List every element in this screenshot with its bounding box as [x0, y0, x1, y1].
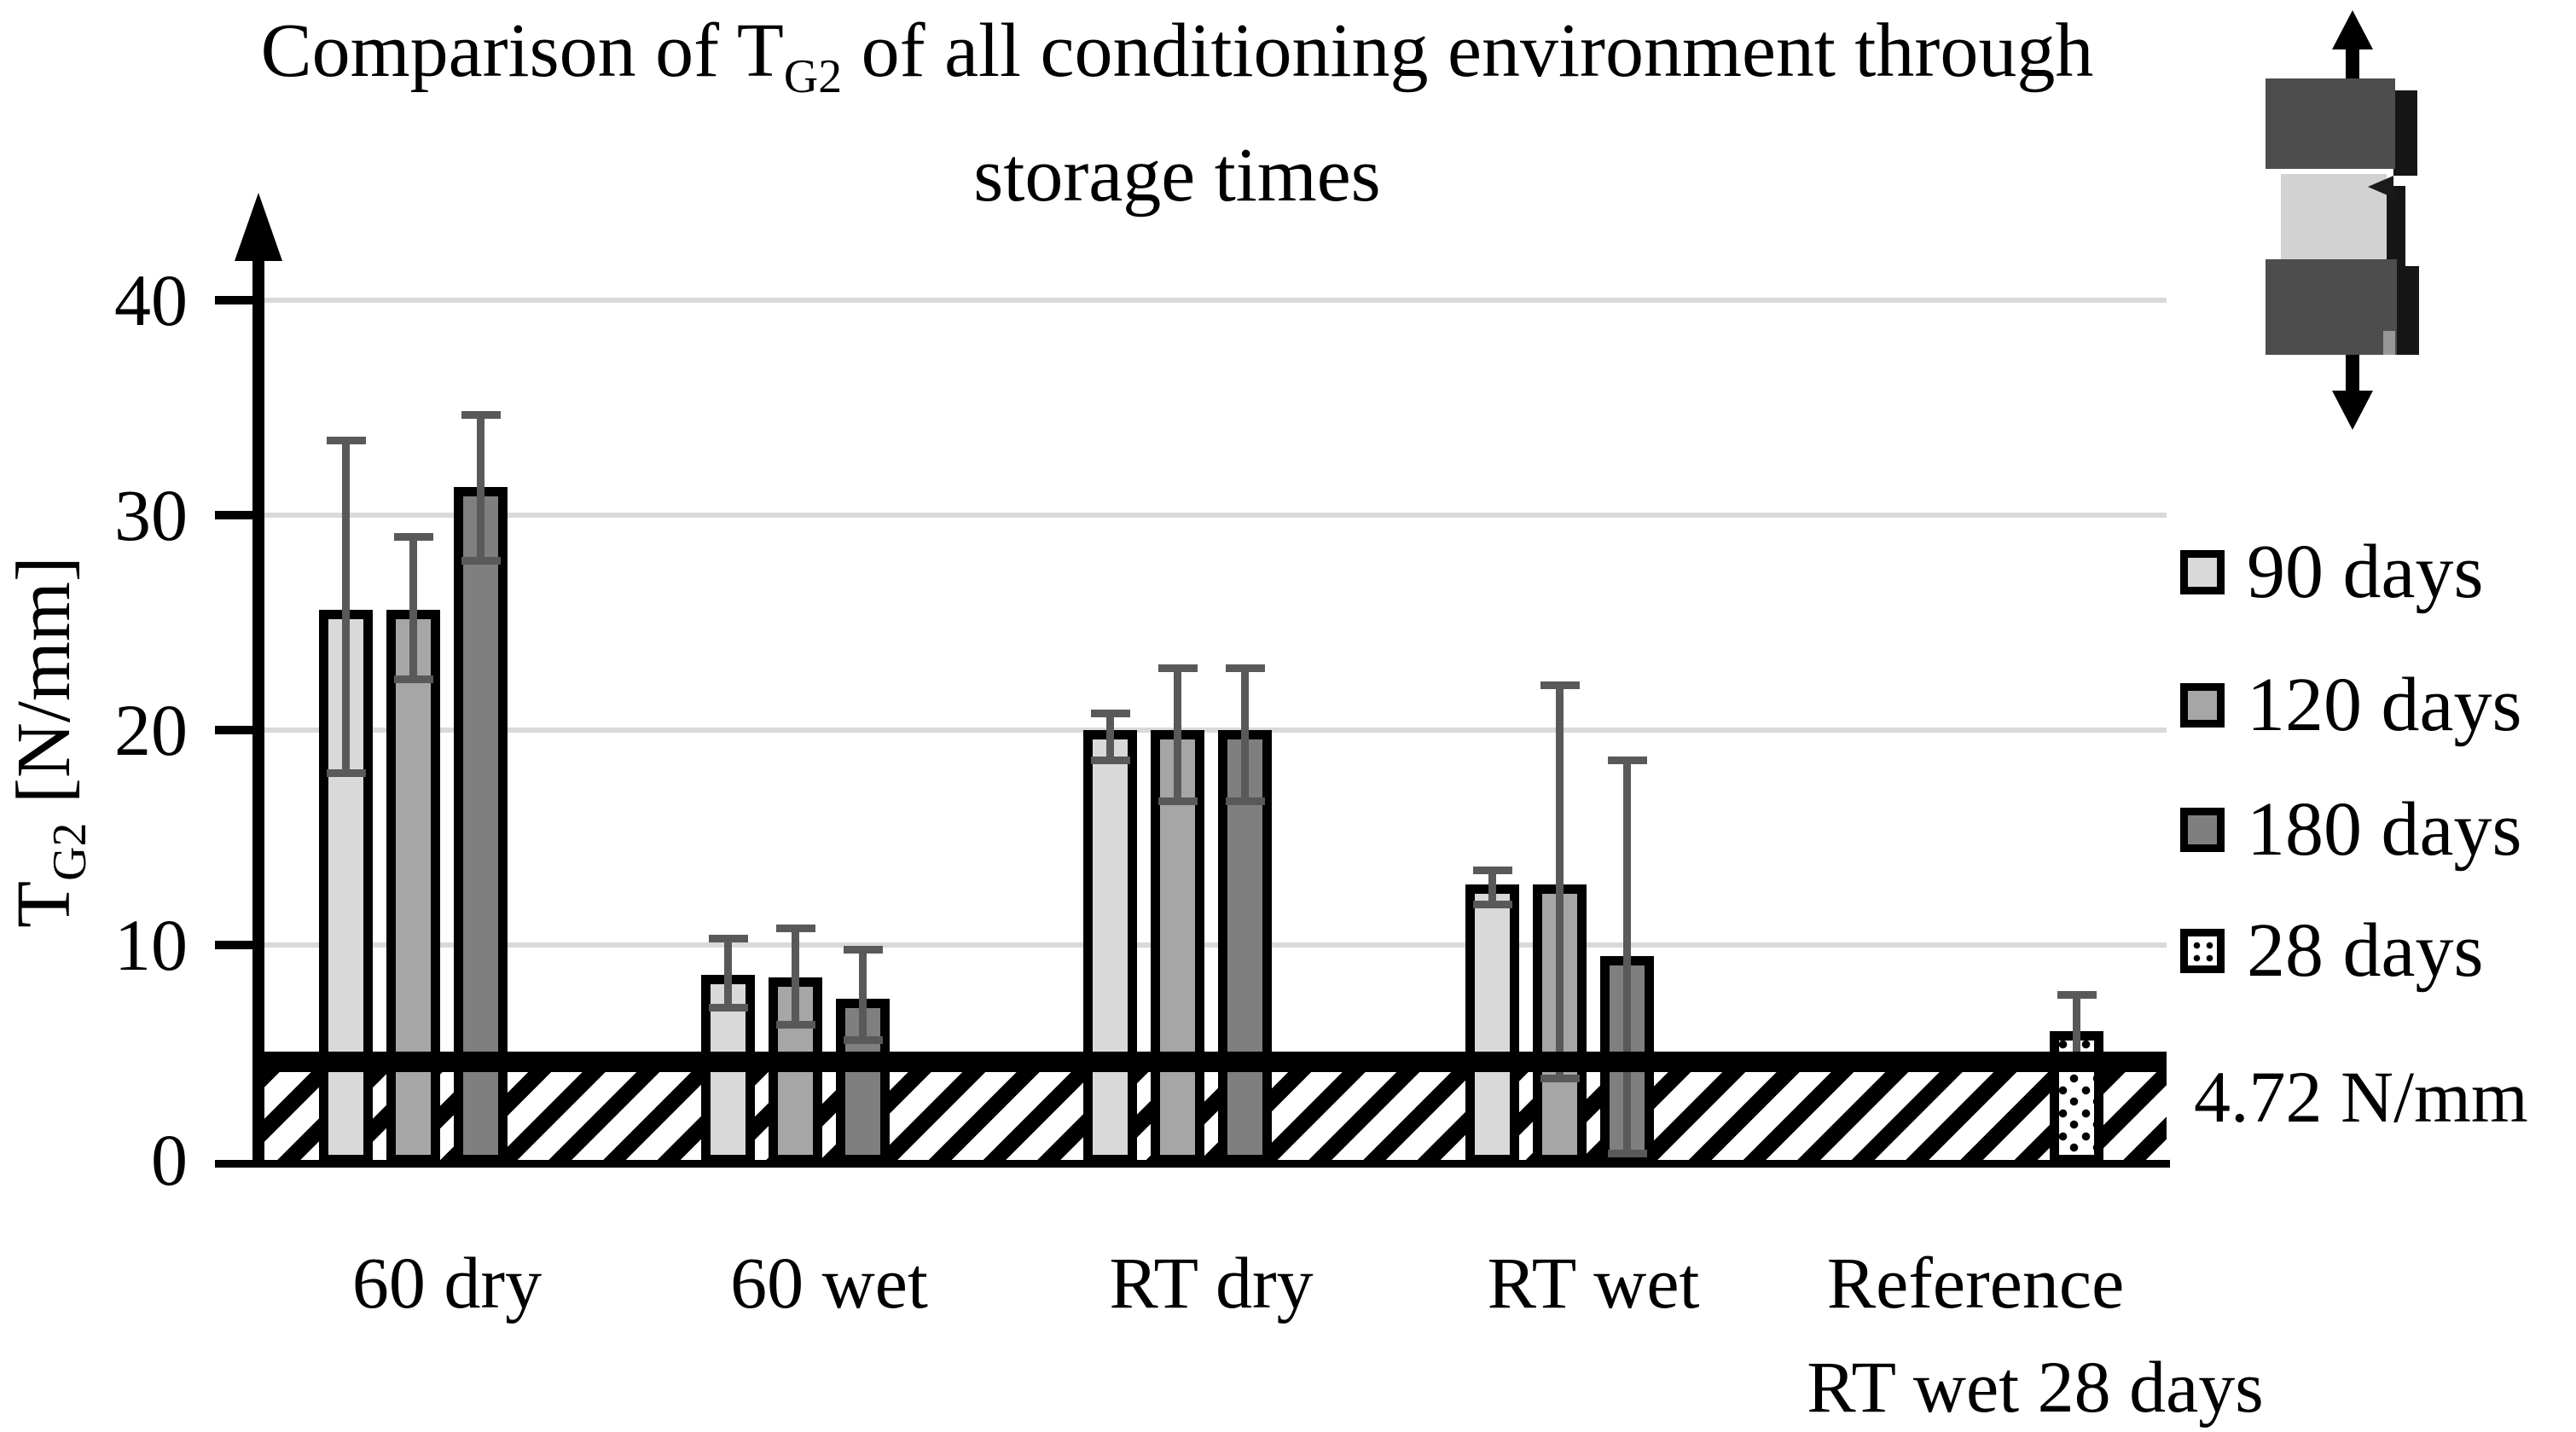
error-bar-line — [724, 938, 732, 1008]
error-bar-line — [1174, 667, 1181, 802]
error-bar-cap-bottom — [708, 1004, 748, 1012]
legend-label: 180 days — [2247, 787, 2522, 872]
specimen-top-grip-side — [2393, 90, 2417, 176]
x-axis-label-60-dry: 60 dry — [351, 1242, 542, 1324]
error-bar-cap-top — [708, 935, 748, 943]
specimen-bottom-grip — [2266, 259, 2397, 355]
error-bar-cap-top — [843, 946, 883, 954]
y-tick-label-40: 40 — [114, 259, 188, 341]
gridline-30 — [264, 513, 2167, 518]
gridline-20 — [264, 728, 2167, 733]
error-bar-cap-top — [1090, 709, 1130, 717]
specimen-top-grip — [2266, 78, 2395, 169]
error-bar-cap-top — [1225, 664, 1265, 672]
specimen-down-arrow-icon — [2332, 391, 2373, 430]
x-axis-label-line2: RT wet 28 days — [1807, 1346, 2264, 1428]
chart-title-line1: Comparison of TG2 of all conditioning en… — [260, 9, 2094, 103]
x-axis-label-RT-wet: RT wet — [1487, 1242, 1700, 1324]
specimen-bottom-grip-side — [2395, 266, 2419, 355]
legend-label: 90 days — [2247, 530, 2484, 614]
y-tick-30 — [215, 511, 264, 519]
x-axis-label-Reference: Reference — [1826, 1242, 2125, 1324]
error-bar-line — [1488, 869, 1496, 905]
y-tick-40 — [215, 296, 264, 304]
specimen-down-arrow-shaft — [2346, 355, 2359, 391]
specimen-up-arrow-shaft — [2346, 46, 2359, 85]
error-bar-cap-top — [1472, 866, 1512, 874]
error-bar-cap-bottom — [1607, 1150, 1647, 1158]
bar-90-days-RT-wet — [1465, 884, 1519, 1164]
gridline-40 — [264, 298, 2167, 303]
legend-item-180-days: 180 days — [2180, 786, 2576, 874]
specimen-grip-highlight — [2383, 331, 2395, 355]
error-bar-cap-bottom — [1540, 1075, 1580, 1083]
bar-90-days-RT-dry — [1083, 730, 1137, 1164]
gridline-10 — [264, 942, 2167, 948]
error-bar-line — [1106, 712, 1114, 761]
bar-180-days-60-dry — [454, 487, 508, 1164]
bar-120-days-60-dry — [386, 609, 440, 1164]
title-subscript: G2 — [783, 50, 843, 103]
legend-item-28-days: 28 days — [2180, 907, 2576, 995]
legend-item-120-days: 120 days — [2180, 661, 2576, 750]
legend-swatch-90-days — [2180, 550, 2225, 594]
error-bar-line — [1623, 760, 1631, 1154]
error-bar-line — [792, 927, 799, 1025]
error-bar-cap-bottom — [843, 1035, 883, 1044]
error-bar-cap-bottom — [1472, 901, 1512, 909]
y-axis-arrow-icon — [235, 193, 282, 261]
error-bar-line — [1241, 667, 1249, 802]
x-axis-label-RT-dry: RT dry — [1109, 1242, 1314, 1324]
error-bar-cap-bottom — [1157, 797, 1198, 806]
error-bar-cap-top — [461, 410, 501, 419]
error-bar-line — [342, 439, 350, 774]
error-bar-cap-bottom — [393, 675, 433, 683]
error-bar-cap-top — [393, 533, 433, 542]
error-bar-cap-top — [2057, 990, 2097, 999]
error-bar-cap-top — [1157, 664, 1198, 672]
y-axis-label-subscript: G2 — [44, 822, 96, 881]
error-bar-cap-bottom — [326, 769, 366, 778]
error-bar-cap-bottom — [1090, 757, 1130, 765]
error-bar-line — [1556, 685, 1564, 1079]
y-tick-label-10: 10 — [114, 904, 188, 986]
x-axis-line — [215, 1160, 2170, 1168]
specimen-illustration — [2259, 10, 2463, 437]
error-bar-cap-top — [326, 436, 366, 444]
error-bar-line — [859, 949, 867, 1040]
legend-swatch-120-days — [2180, 683, 2225, 728]
threshold-annotation: 4.72 N/mm — [2194, 1056, 2528, 1138]
chart-title-line2: storage times — [973, 133, 1381, 217]
y-tick-label-30: 30 — [114, 474, 188, 556]
legend-label: 28 days — [2247, 908, 2484, 993]
chart-title: Comparison of TG2 of all conditioning en… — [128, 2, 2226, 225]
error-bar-cap-bottom — [775, 1021, 815, 1029]
legend-item-90-days: 90 days — [2180, 528, 2576, 617]
y-axis-line — [252, 256, 264, 1164]
y-tick-label-20: 20 — [114, 689, 188, 771]
error-bar-line — [2073, 994, 2080, 1059]
error-bar-line — [409, 536, 417, 679]
error-bar-cap-bottom — [1225, 797, 1265, 806]
y-tick-label-0: 0 — [151, 1119, 188, 1201]
error-bar-cap-top — [775, 924, 815, 932]
specimen-notch-icon — [2368, 176, 2393, 198]
legend-swatch-28-days — [2180, 929, 2225, 973]
threshold-line — [258, 1052, 2167, 1072]
legend-swatch-180-days — [2180, 808, 2225, 852]
x-axis-label-60-wet: 60 wet — [730, 1242, 928, 1324]
error-bar-cap-top — [1540, 681, 1580, 690]
error-bar-cap-top — [1607, 757, 1647, 765]
y-tick-20 — [215, 726, 264, 734]
error-bar-line — [477, 414, 484, 560]
threshold-hatch-band — [264, 1064, 2167, 1162]
specimen-up-arrow-icon — [2332, 10, 2373, 49]
y-tick-10 — [215, 941, 264, 949]
legend-label: 120 days — [2247, 663, 2522, 747]
error-bar-cap-bottom — [461, 556, 501, 565]
